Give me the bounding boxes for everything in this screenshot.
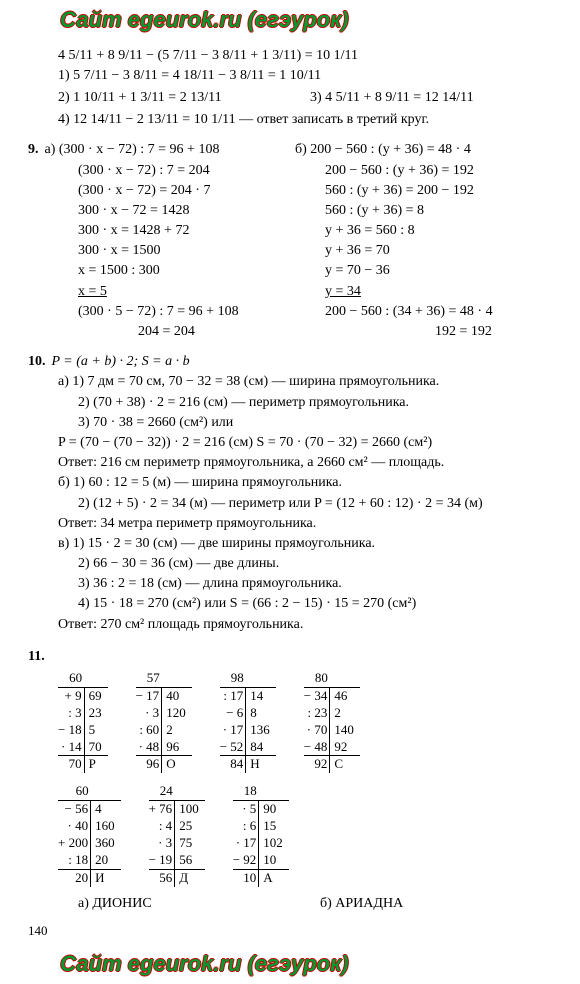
p9a-4: 300 · x = 1428 + 72 — [28, 222, 295, 240]
p9a-1: (300 · x − 72) : 7 = 204 — [28, 162, 295, 180]
p10-l6: 2) (12 + 5) · 2 = 34 (м) — периметр или … — [28, 495, 562, 513]
problem-9: 9. а) (300 · x − 72) : 7 = 96 + 108 (300 … — [28, 139, 562, 343]
p9b-0: б) 200 − 560 : (y + 36) = 48 · 4 — [295, 141, 562, 159]
calc-column: 98: 1714− 68· 17136− 528484Н — [220, 670, 276, 773]
step-4: 4) 12 14/11 − 2 13/11 = 10 1/11 — ответ … — [28, 111, 562, 129]
p10-l1: 2) (70 + 38) · 2 = 216 (см) — периметр п… — [28, 394, 562, 412]
calc-column: 60− 564· 40160+ 200360: 182020И — [58, 783, 121, 886]
calc-column: 80− 3446: 232· 70140− 489292С — [304, 670, 360, 773]
p9b-6: y = 70 − 36 — [295, 262, 562, 280]
p10-head: P = (a + b) · 2; S = a · b — [52, 354, 190, 369]
p10-l4: Ответ: 216 см периметр прямоугольника, а… — [28, 454, 562, 472]
p10-l8: в) 1) 15 · 2 = 30 (см) — две ширины прям… — [28, 535, 562, 553]
p9a-0: а) (300 · x − 72) : 7 = 96 + 108 — [45, 142, 220, 157]
p11-label: 11. — [28, 649, 45, 664]
p9b-1: 200 − 560 : (y + 36) = 192 — [295, 162, 562, 180]
p9-label: 9. — [28, 142, 39, 157]
problem-10: 10. P = (a + b) · 2; S = a · b а) 1) 7 дм… — [28, 353, 562, 634]
p9b-9: 192 = 192 — [295, 323, 562, 341]
p11-answer-a: а) ДИОНИС — [78, 895, 320, 913]
p10-l12: Ответ: 270 см² площадь прямоугольника. — [28, 616, 562, 634]
p9a-8: (300 · 5 − 72) : 7 = 96 + 108 — [28, 303, 295, 321]
calc-column: 18· 590: 615· 17102− 921010А — [233, 783, 289, 886]
p9b-4: y + 36 = 560 : 8 — [295, 222, 562, 240]
p9b-2: 560 : (y + 36) = 200 − 192 — [295, 182, 562, 200]
p9b-7: y = 34 — [295, 283, 562, 301]
step-1: 1) 5 7/11 − 3 8/11 = 4 18/11 − 3 8/11 = … — [28, 67, 562, 85]
p9b-3: 560 : (y + 36) = 8 — [295, 202, 562, 220]
p9a-5: 300 · x = 1500 — [28, 242, 295, 260]
calc-column: 24+ 76100: 425· 375− 195656Д — [149, 783, 205, 886]
p9a-7: x = 5 — [28, 283, 295, 301]
step-2: 2) 1 10/11 + 1 3/11 = 2 13/11 — [28, 89, 310, 107]
p11-answer-b: б) АРИАДНА — [320, 895, 562, 913]
p10-l7: Ответ: 34 метра периметр прямоугольника. — [28, 515, 562, 533]
calc-column: 60+ 969: 323− 185· 147070Р — [58, 670, 108, 773]
p10-l2: 3) 70 · 38 = 2660 (см²) или — [28, 414, 562, 432]
p9b-8: 200 − 560 : (34 + 36) = 48 · 4 — [295, 303, 562, 321]
calc-column: 57− 1740· 3120: 602· 489696О — [136, 670, 192, 773]
problem-11: 11. 60+ 969: 323− 185· 147070Р 57− 1740· … — [28, 648, 562, 913]
p9a-6: x = 1500 : 300 — [28, 262, 295, 280]
top-expression: 4 5/11 + 8 9/11 − (5 7/11 − 3 8/11 + 1 3… — [28, 47, 562, 65]
p9a-2: (300 · x − 72) = 204 · 7 — [28, 182, 295, 200]
p9a-9: 204 = 204 — [28, 323, 295, 341]
p10-l0: а) 1) 7 дм = 70 см, 70 − 32 = 38 (см) — … — [28, 373, 562, 391]
page-number: 140 — [28, 923, 562, 940]
p10-l10: 3) 36 : 2 = 18 (см) — длина прямоугольни… — [28, 575, 562, 593]
p10-l11: 4) 15 · 18 = 270 (см²) или S = (66 : 2 −… — [28, 595, 562, 613]
p10-l3: P = (70 − (70 − 32)) · 2 = 216 (см) S = … — [28, 434, 562, 452]
step-3: 3) 4 5/11 + 8 9/11 = 12 14/11 — [310, 89, 562, 107]
p10-label: 10. — [28, 354, 46, 369]
p10-l9: 2) 66 − 30 = 36 (см) — две длины. — [28, 555, 562, 573]
p9a-3: 300 · x − 72 = 1428 — [28, 202, 295, 220]
p10-l5: б) 1) 60 : 12 = 5 (м) — ширина прямоугол… — [28, 474, 562, 492]
p9b-5: y + 36 = 70 — [295, 242, 562, 260]
watermark-top: Сайт egeurok.ru (егэурок) — [0, 0, 580, 41]
page-content: 4 5/11 + 8 9/11 − (5 7/11 − 3 8/11 + 1 3… — [0, 41, 580, 944]
